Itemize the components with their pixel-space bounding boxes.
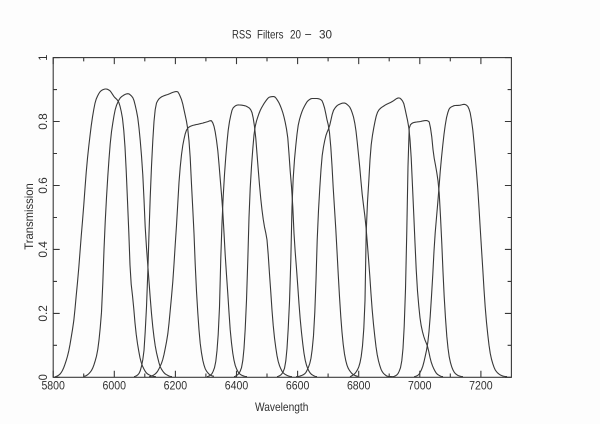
svg-text:6600: 6600 bbox=[286, 381, 310, 393]
svg-text:0.6: 0.6 bbox=[38, 177, 50, 194]
svg-text:5800: 5800 bbox=[41, 381, 65, 393]
svg-text:7200: 7200 bbox=[469, 381, 493, 393]
svg-text:6400: 6400 bbox=[225, 381, 249, 393]
svg-text:0.8: 0.8 bbox=[38, 113, 50, 130]
svg-text:Wavelength: Wavelength bbox=[255, 400, 309, 414]
svg-text:6000: 6000 bbox=[103, 381, 127, 393]
svg-text:0: 0 bbox=[38, 374, 50, 380]
svg-text:7000: 7000 bbox=[408, 381, 432, 393]
svg-text:6200: 6200 bbox=[164, 381, 188, 393]
svg-text:0.2: 0.2 bbox=[38, 305, 50, 322]
svg-text:0.4: 0.4 bbox=[38, 241, 50, 258]
svg-text:Transmission: Transmission bbox=[22, 183, 36, 250]
svg-text:6800: 6800 bbox=[347, 381, 371, 393]
svg-text:1: 1 bbox=[38, 55, 50, 61]
